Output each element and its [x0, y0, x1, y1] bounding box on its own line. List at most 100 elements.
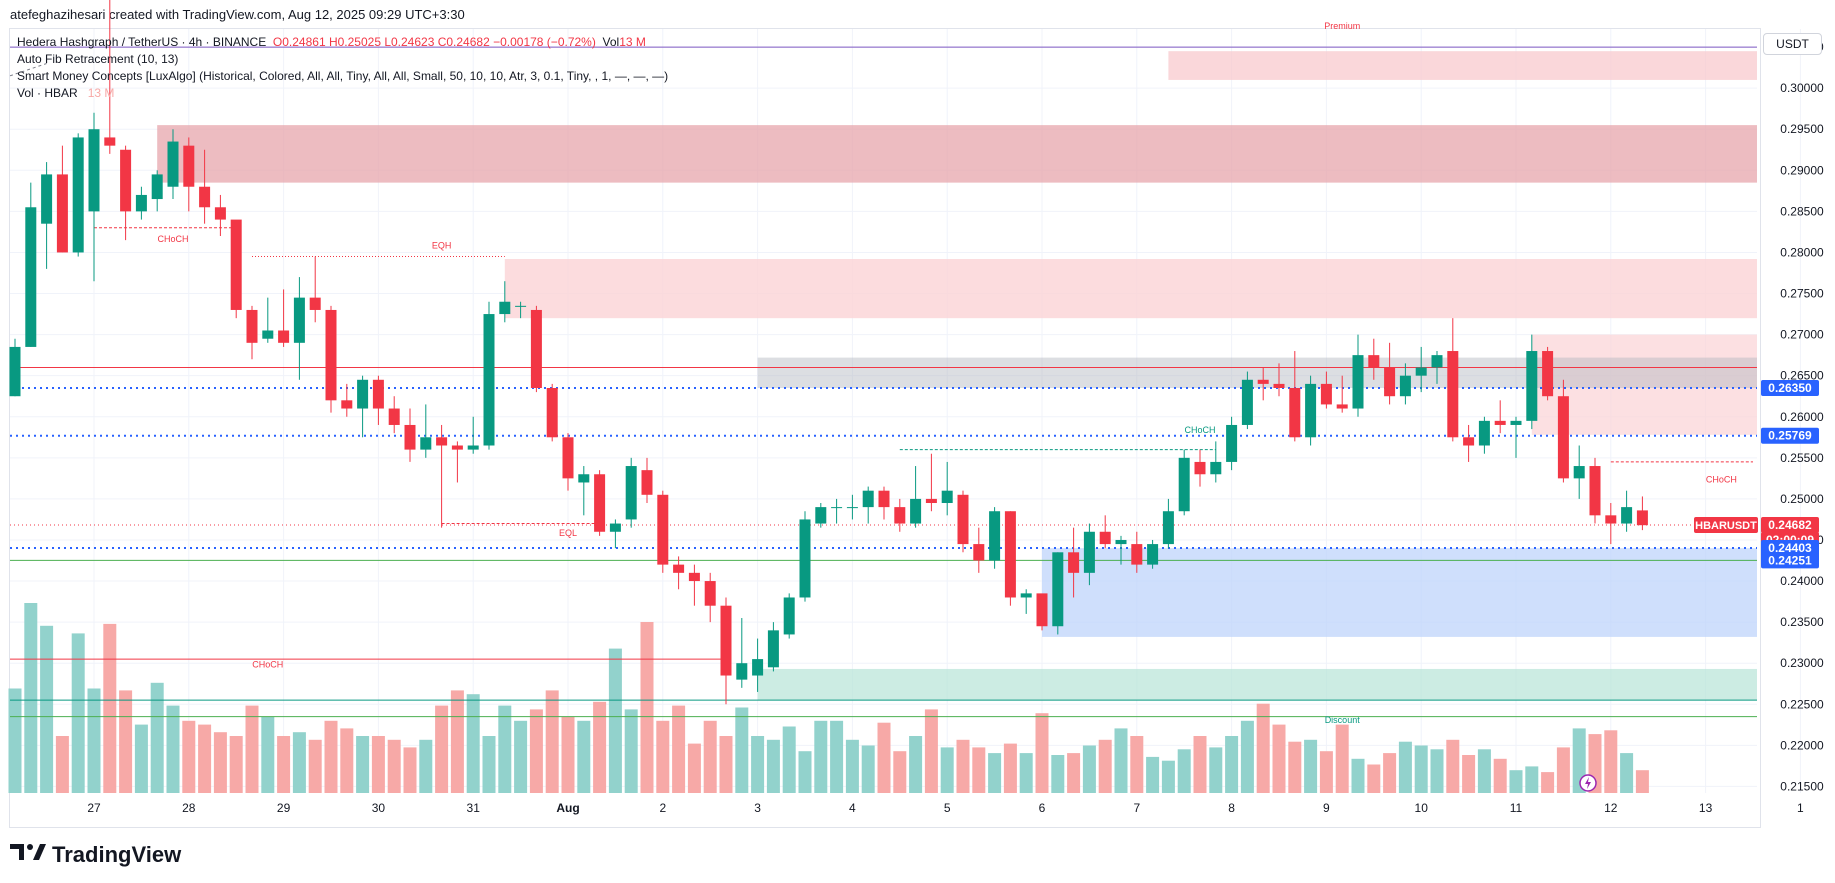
- y-tick-14: 0.23500: [1780, 615, 1824, 629]
- candle-body-10: [167, 141, 179, 187]
- volume-bar-98: [1556, 747, 1570, 793]
- candle-body-41: [657, 494, 669, 565]
- volume-bar-30: [482, 736, 496, 793]
- candle-body-40: [641, 470, 653, 495]
- volume-bar-19: [308, 739, 322, 793]
- y-tick-9: 0.26000: [1780, 410, 1824, 424]
- candle-body-78: [1241, 379, 1253, 425]
- price-tag-bg-2: [1761, 517, 1819, 534]
- candle-body-75: [1194, 461, 1206, 475]
- candle-body-84: [1336, 404, 1348, 409]
- chart-credit: atefeghazihesari created with TradingVie…: [10, 7, 465, 22]
- volume-bar-13: [213, 732, 227, 793]
- y-tick-4: 0.28500: [1780, 204, 1824, 218]
- legend-fib[interactable]: Auto Fib Retracement (10, 13): [17, 52, 179, 66]
- candle-body-71: [1131, 544, 1143, 565]
- volume-bar-26: [419, 739, 433, 793]
- tradingview-logo-icon: [10, 841, 46, 869]
- legend-volume-indicator[interactable]: Vol · HBAR: [17, 86, 78, 100]
- candle-body-6: [104, 137, 116, 146]
- lightning-glyph-icon: [1585, 777, 1591, 789]
- candle-body-24: [388, 408, 400, 425]
- volume-bar-60: [956, 739, 970, 793]
- volume-bar-66: [1051, 755, 1065, 793]
- candle-body-28: [451, 445, 463, 450]
- candle-body-94: [1494, 420, 1506, 425]
- volume-bar-96: [1525, 766, 1539, 793]
- candle-body-46: [736, 663, 748, 680]
- volume-bar-102: [1620, 753, 1634, 793]
- volume-bar-90: [1430, 749, 1444, 793]
- candle-body-1: [25, 207, 37, 347]
- volume-bar-14: [229, 736, 243, 793]
- price-tag-0: 0.26350: [1768, 381, 1812, 395]
- annotation-5: EQL: [559, 528, 577, 538]
- y-tick-5: 0.28000: [1780, 245, 1824, 259]
- candle-body-52: [831, 507, 843, 509]
- candle-body-83: [1320, 383, 1332, 405]
- candle-body-59: [941, 490, 953, 504]
- volume-bar-59: [940, 747, 954, 793]
- currency-button[interactable]: USDT: [1763, 33, 1822, 55]
- candles: [9, 0, 1648, 705]
- candle-body-12: [199, 186, 211, 208]
- candle-body-66: [1052, 552, 1064, 627]
- y-tick-17: 0.22000: [1780, 738, 1824, 752]
- y-tick-1: 0.30000: [1780, 81, 1824, 95]
- volume-bar-87: [1383, 753, 1397, 793]
- volume-bar-15: [245, 705, 259, 793]
- volume-bar-79: [1256, 703, 1270, 793]
- volume-bar-46: [735, 707, 749, 793]
- legend-symbol-row[interactable]: Hedera Hashgraph / TetherUS · 4h · BINAN…: [17, 35, 646, 49]
- legend-smc[interactable]: Smart Money Concepts [LuxAlgo] (Historic…: [17, 69, 669, 83]
- supply-zone-upper: [157, 125, 1758, 183]
- symbol-tag: HBARUSDT: [1695, 520, 1757, 532]
- volume-bar-6: [103, 623, 117, 793]
- volume-bar-51: [814, 720, 828, 793]
- candle-body-96: [1526, 351, 1538, 421]
- volume-bar-53: [845, 739, 859, 793]
- candle-body-32: [515, 305, 527, 307]
- x-tick-1: 28: [182, 801, 196, 815]
- candle-body-76: [1210, 461, 1222, 475]
- volume-bar-70: [1114, 728, 1128, 793]
- candle-body-13: [214, 207, 226, 220]
- time-axis: 27 28 29 30 31 Aug 2 3 4 5 6 7 8 9 10 11 12 13 1: [87, 801, 1804, 815]
- x-tick-3: 30: [372, 801, 386, 815]
- x-tick-9: 5: [944, 801, 951, 815]
- volume-bar-33: [529, 709, 543, 793]
- candle-body-92: [1463, 437, 1475, 446]
- candle-body-74: [1178, 457, 1190, 512]
- annotation-2: Discount: [1325, 715, 1361, 725]
- volume-bar-57: [909, 736, 923, 793]
- candle-body-103: [1636, 510, 1648, 526]
- y-tick-11: 0.25000: [1780, 492, 1824, 506]
- volume-bar-36: [577, 720, 591, 793]
- price-tag-bg-5: [1761, 552, 1819, 569]
- candle-body-51: [815, 507, 827, 524]
- volume-bar-32: [514, 720, 528, 793]
- volume-bar-38: [608, 648, 622, 793]
- x-tick-8: 4: [849, 801, 856, 815]
- x-tick-14: 10: [1415, 801, 1429, 815]
- candle-body-29: [467, 445, 479, 450]
- x-tick-10: 6: [1039, 801, 1046, 815]
- volume-bar-39: [624, 709, 638, 793]
- candle-body-54: [862, 490, 874, 508]
- volume-bar-2: [40, 625, 54, 793]
- legend-volume-row[interactable]: Vol · HBAR 13 M: [17, 86, 114, 100]
- tradingview-logo[interactable]: TradingView: [10, 841, 181, 869]
- candle-body-89: [1415, 367, 1427, 376]
- legend-symbol[interactable]: Hedera Hashgraph / TetherUS · 4h · BINAN…: [17, 35, 267, 49]
- volume-bar-20: [324, 720, 338, 793]
- candle-body-99: [1573, 466, 1585, 479]
- smc-zones: [157, 51, 1758, 701]
- candle-body-88: [1399, 375, 1411, 397]
- volume-bar-52: [830, 720, 844, 793]
- price-tags: 0.263500.257690.2468202:00:090.244030.24…: [1579, 379, 1819, 792]
- volume-bar-35: [561, 717, 575, 793]
- volume-bar-63: [1003, 743, 1017, 793]
- x-tick-6: 2: [659, 801, 666, 815]
- candle-body-5: [88, 129, 100, 212]
